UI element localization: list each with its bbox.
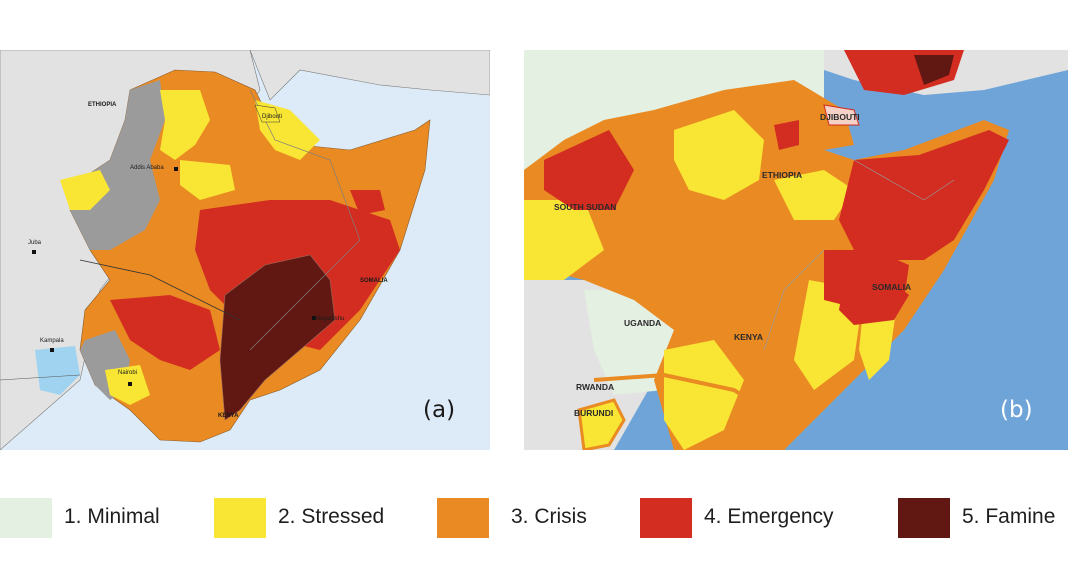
region-emergency-2 [110, 295, 220, 370]
yemen-famine [914, 55, 954, 85]
legend-label-crisis: 3. Crisis [511, 505, 587, 528]
region-famine [219, 254, 336, 421]
label-ethiopia: ETHIOPIA [88, 102, 117, 108]
label-juba: Juba [28, 240, 42, 246]
djibouti-area [254, 104, 281, 123]
legend-label-stressed: 2. Stressed [278, 505, 385, 528]
region-emergency-somalia-south [839, 275, 909, 325]
region-emergency-small [774, 120, 799, 150]
border-djibouti-b [823, 104, 860, 126]
map-panel-b: DJIBOUTI ETHIOPIA SOUTH SUDAN SOMALIA UG… [524, 50, 1068, 450]
panel-b-label: (b) [1000, 397, 1033, 423]
marker-juba [32, 250, 36, 254]
marker-nairobi [128, 382, 132, 386]
label-kenya-b: KENYA [734, 332, 763, 342]
label-addis-ababa: Addis Ababa [130, 165, 164, 171]
region-stressed-5 [774, 170, 854, 220]
legend-label-minimal: 1. Minimal [64, 505, 160, 528]
map-b-graphic [524, 50, 1068, 450]
label-mogadishu: Mogadishu [315, 316, 345, 322]
legend-swatch-minimal [0, 498, 52, 538]
region-stressed-1 [160, 90, 210, 160]
marker-mogadishu [312, 316, 316, 320]
lake-victoria [35, 346, 80, 395]
legend-label-famine: 5. Famine [962, 505, 1056, 528]
legend-swatch-crisis [437, 498, 489, 538]
label-rwanda: RWANDA [576, 382, 615, 392]
label-uganda: UGANDA [624, 318, 662, 328]
region-stressed-3 [60, 170, 110, 210]
region-emergency-3 [350, 190, 385, 215]
region-stressed-5 [180, 160, 235, 200]
marker-addis-ababa [174, 167, 178, 171]
border-uganda [0, 374, 81, 381]
legend-swatch-stressed [214, 498, 266, 538]
label-ethiopia-b: ETHIOPIA [762, 170, 803, 180]
legend-label-emergency: 4. Emergency [704, 505, 834, 528]
legend: 1. Minimal 2. Stressed 3. Crisis 4. Emer… [0, 496, 1068, 540]
region-stressed-2 [524, 200, 604, 280]
label-djibouti-city: Djibouti [262, 114, 283, 120]
region-emergency-somalia-north [839, 130, 1009, 260]
map-a-graphic [0, 50, 490, 450]
border-ethiopia-somalia [249, 89, 361, 351]
marker-kampala [50, 348, 54, 352]
label-kenya: KENYA [218, 413, 239, 419]
region-no-data-ethiopia [70, 80, 165, 250]
label-djibouti: DJIBOUTI [820, 112, 860, 122]
region-stressed-1 [674, 110, 764, 200]
panel-a-label: (a) [423, 397, 456, 423]
legend-swatch-famine [898, 498, 950, 538]
map-panel-a: ETHIOPIA Djibouti Addis Ababa Juba Kampa… [0, 50, 490, 450]
region-stressed-3 [664, 340, 744, 450]
label-somalia-b: SOMALIA [872, 282, 912, 292]
arabia-land [249, 50, 490, 101]
kenya-border-line [593, 372, 786, 450]
label-somalia: SOMALIA [360, 278, 388, 284]
region-stressed-4 [105, 365, 150, 405]
legend-swatch-emergency [640, 498, 692, 538]
label-kampala: Kampala [40, 338, 64, 344]
label-south-sudan: SOUTH SUDAN [554, 202, 617, 212]
label-burundi: BURUNDI [574, 408, 614, 418]
region-emergency-south-sudan [544, 130, 634, 210]
border-kenya [79, 259, 241, 321]
label-nairobi: Nairobi [118, 370, 138, 376]
rwanda-burundi-outline [577, 398, 626, 450]
border-ethiopia-somalia-b [763, 159, 955, 351]
